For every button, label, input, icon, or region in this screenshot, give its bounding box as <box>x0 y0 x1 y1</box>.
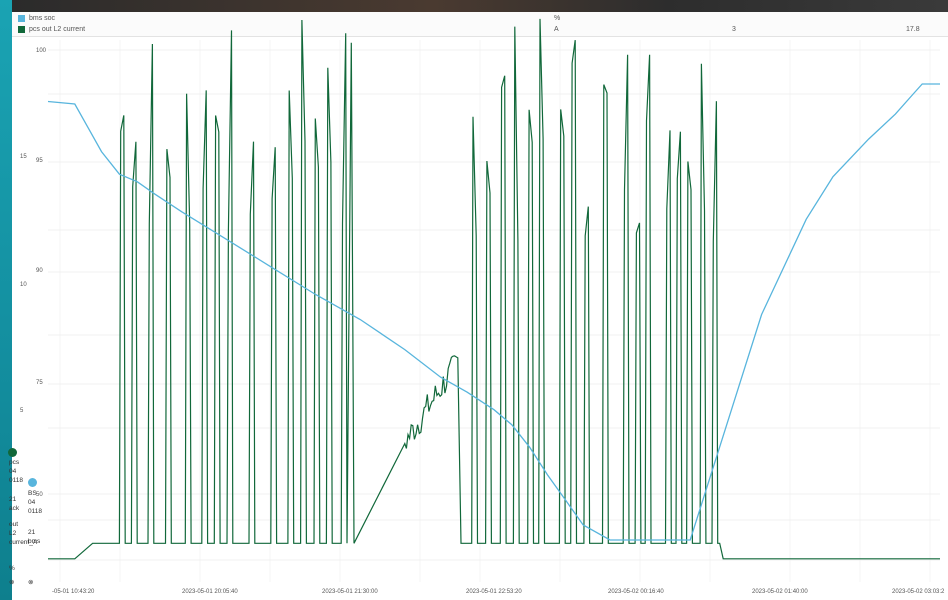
x-tick-label: 2023-05-01 20:05:40 <box>182 589 238 595</box>
series-marker-soc <box>28 478 37 487</box>
photo-frame-top <box>12 0 948 12</box>
series-line-soc <box>47 83 940 541</box>
left-tick-label: 10 <box>20 282 27 288</box>
info-line: pcs <box>9 459 20 466</box>
right-tick-label: 100 <box>36 48 47 54</box>
legend-row-soc[interactable]: bms soc % <box>18 13 948 24</box>
info-line: 21 <box>28 529 36 536</box>
legend-swatch-soc <box>18 15 25 22</box>
info-line: % <box>9 565 15 572</box>
legend-name: pcs out L2 current <box>29 26 86 33</box>
legend-row-current[interactable]: pcs out L2 current A 3 17.8 <box>18 24 948 35</box>
chart-legend: bms soc % pcs out L2 current A 3 17.8 <box>12 12 948 37</box>
grid-lines <box>48 40 940 582</box>
info-line: bms <box>28 538 41 545</box>
series-line-current <box>48 18 940 560</box>
info-line: 0118 <box>9 477 23 484</box>
left-tick-label: 5 <box>20 408 24 414</box>
left-axis-ticks: 5 10 15 <box>20 154 27 414</box>
info-line: ack <box>9 505 20 512</box>
x-tick-label: 2023-05-01 22:53:20 <box>466 589 522 595</box>
info-line: L2 <box>9 530 17 537</box>
x-tick-label: -05-01 10:43:20 <box>52 589 95 595</box>
right-tick-label: 95 <box>36 158 43 164</box>
series-marker-current <box>8 448 17 457</box>
info-close-icon[interactable]: ⊗ <box>28 579 34 586</box>
info-line: 04 <box>9 468 17 475</box>
info-line: 04 <box>28 499 36 506</box>
info-line: out <box>9 521 19 528</box>
info-line: BS <box>28 490 37 497</box>
right-tick-label: 50 <box>36 492 43 498</box>
legend-name: bms soc <box>29 15 56 22</box>
hover-info-panel: pcs 04 0118 21 ack out L2 current_A % BS… <box>8 448 48 593</box>
left-tick-label: 15 <box>20 154 27 160</box>
right-tick-label: 75 <box>36 380 43 386</box>
x-tick-label: 2023-05-02 01:40:00 <box>752 589 808 595</box>
series-bms-soc <box>47 83 940 541</box>
legend-value-min: 3 <box>732 26 736 33</box>
x-tick-label: 2023-05-02 03:03:2 <box>892 589 945 595</box>
info-close-icon[interactable]: ⊗ <box>9 579 15 586</box>
x-tick-label: 2023-05-01 21:30:00 <box>322 589 378 595</box>
info-line: 21 <box>9 496 17 503</box>
x-axis-ticks: -05-01 10:43:20 2023-05-01 20:05:40 2023-0… <box>52 589 945 595</box>
info-line: 0118 <box>28 508 42 515</box>
x-tick-label: 2023-05-02 00:16:40 <box>608 589 664 595</box>
legend-unit: A <box>554 26 559 33</box>
right-tick-label: 90 <box>36 268 43 274</box>
legend-swatch-current <box>18 26 25 33</box>
legend-value-max: 17.8 <box>906 26 920 33</box>
info-line: current_A <box>9 539 38 546</box>
series-pcs-current <box>48 18 940 560</box>
legend-unit: % <box>554 15 561 22</box>
right-axis-ticks: 50 75 90 95 100 <box>36 48 47 498</box>
